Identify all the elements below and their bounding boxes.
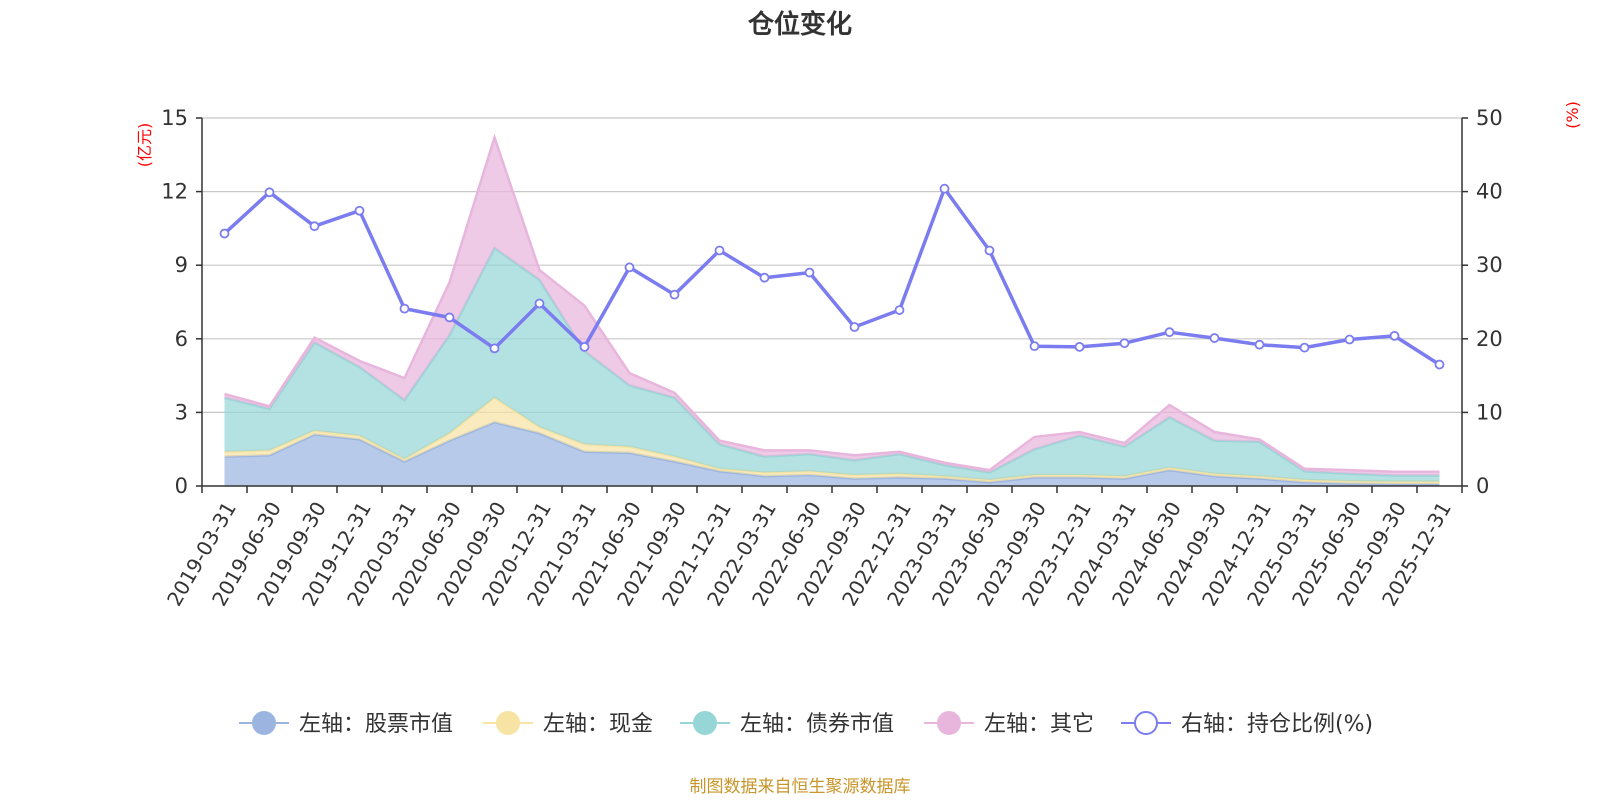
right-axis-tick-label: 10 [1476, 400, 1503, 424]
ratio-line [223, 186, 1441, 367]
ratio-point [354, 205, 365, 216]
left-axis-tick-label: 9 [175, 253, 188, 277]
ratio-point [1434, 359, 1445, 370]
left-axis-unit: (亿元) [135, 123, 154, 168]
legend-item[interactable]: 左轴：债券市值 [680, 711, 894, 737]
legend-marker [1134, 711, 1158, 735]
ratio-point [714, 245, 725, 256]
chart-title: 仓位变化 [747, 9, 852, 40]
legend-label: 左轴：现金 [543, 712, 653, 737]
ratio-point [939, 183, 950, 194]
legend-marker [693, 711, 717, 735]
right-axis-unit: (%) [1563, 101, 1582, 129]
ratio-point [804, 267, 815, 278]
legend-item[interactable]: 左轴：股票市值 [239, 711, 453, 737]
area-edge-左轴：其它 [224, 133, 1440, 474]
left-axis-tick-label: 0 [175, 474, 188, 498]
ratio-point [1299, 342, 1310, 353]
ratio-point [1209, 333, 1220, 343]
ratio-point [309, 221, 320, 232]
ratio-point [1119, 338, 1130, 349]
right-axis-tick-label: 50 [1476, 106, 1503, 130]
gridlines [202, 117, 1462, 413]
ratio-point [444, 312, 455, 323]
position-ratio-line [219, 183, 1445, 370]
axes: 0 3 6 9 12 15 0 10 20 30 40 50 [161, 106, 1502, 498]
ratio-point [219, 228, 230, 239]
legend-marker [937, 711, 961, 735]
legend-label: 左轴：其它 [984, 712, 1094, 737]
legend-item[interactable]: 右轴：持仓比例(%) [1121, 711, 1373, 737]
x-tick-labels: 2019-03-312019-06-302019-09-302019-12-31… [162, 498, 1456, 611]
area-左轴：债券市值 [224, 248, 1440, 482]
ratio-point [669, 289, 680, 300]
ratio-point [849, 322, 860, 332]
ratio-point [534, 298, 545, 309]
legend-marker [496, 711, 520, 735]
ratio-point [399, 303, 410, 314]
ratio-point [1254, 339, 1265, 350]
legend-label: 右轴：持仓比例(%) [1181, 712, 1373, 737]
legend-label: 左轴：股票市值 [299, 712, 453, 737]
ratio-point [1074, 341, 1085, 352]
left-axis-tick-label: 12 [161, 180, 188, 204]
ratio-point [624, 262, 635, 273]
area-左轴：股票市值 [224, 422, 1440, 486]
right-axis-tick-label: 0 [1476, 474, 1489, 498]
ratio-point [1344, 334, 1355, 345]
legend-label: 左轴：债券市值 [740, 712, 894, 737]
left-axis-tick-label: 3 [175, 400, 188, 424]
legend-marker [252, 711, 276, 735]
data-source-note: 制图数据来自恒生聚源数据库 [690, 777, 911, 797]
legend-item[interactable]: 左轴：现金 [483, 711, 653, 737]
right-axis-tick-label: 30 [1476, 253, 1503, 277]
ratio-point [1164, 327, 1175, 338]
ratio-point [489, 343, 500, 354]
left-axis-tick-label: 15 [161, 106, 188, 130]
ratio-point [984, 245, 995, 256]
ratio-point [1389, 330, 1400, 341]
ratio-point [1029, 341, 1040, 352]
right-axis-tick-label: 40 [1476, 180, 1503, 204]
legend-item[interactable]: 左轴：其它 [924, 711, 1094, 737]
right-axis-tick-label: 20 [1476, 327, 1503, 351]
ratio-point [579, 341, 590, 352]
ratio-point [759, 272, 770, 283]
ratio-point [894, 305, 905, 315]
ratio-point [264, 187, 275, 198]
stacked-areas [224, 133, 1440, 486]
left-axis-tick-label: 6 [175, 327, 188, 351]
legend[interactable]: 左轴：股票市值 左轴：现金 左轴：债券市值 左轴：其它 右轴：持仓比例(%) [239, 711, 1373, 737]
